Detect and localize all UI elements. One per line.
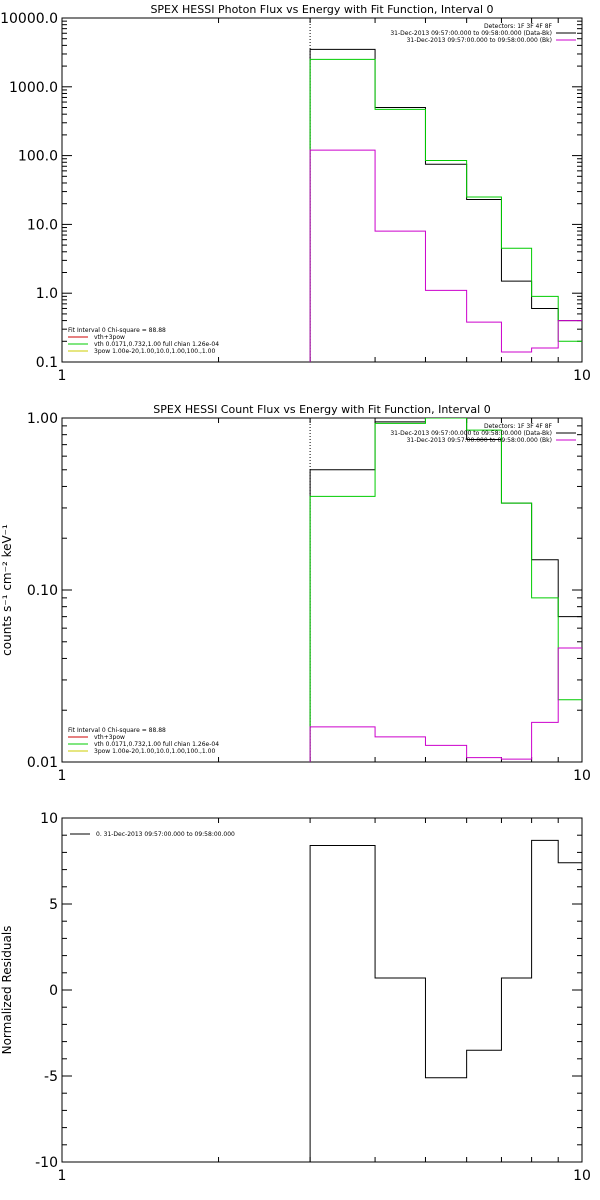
series-group [309,839,582,1162]
y-tick-label: 10.0 [27,217,58,233]
y-axis: 0.01 0.10 1.00 [27,411,582,771]
chart-title: SPEX HESSI Photon Flux vs Energy with Fi… [150,3,493,16]
legend-bottom-left: Fit Interval 0 Chi-square = 88.88vth+3po… [68,727,219,755]
legend-text: 31-Dec-2013 09:57:00.000 to 09:58:00.000… [390,30,552,37]
series-line-2 [309,58,582,362]
legend-text: vth 0.0171,0.732,1.00 full chian 1.26e-0… [94,341,219,348]
legend-text: 31-Dec-2013 09:57:00.000 to 09:58:00.000… [407,437,552,444]
x-tick-label: 1 [58,1168,67,1184]
x-tick-label: 1 [58,368,67,384]
series-group [309,418,582,762]
y-axis-label: counts s⁻¹ cm⁻² keV⁻¹ [0,524,14,656]
y-tick-label: 0 [49,983,58,999]
x-tick-label: 10 [573,1168,591,1184]
y-tick-label: -10 [35,1155,58,1171]
x-tick-label: 1 [58,768,67,784]
y-tick-label: 10000.0 [0,11,58,27]
y-tick-label: 1.00 [27,411,58,427]
plot-frame [61,17,583,363]
legend-text: vth 0.0171,0.732,1.00 full chian 1.26e-0… [94,741,219,748]
series-line-3 [309,647,582,762]
legend-text: Detectors: 1F 3F 4F 8F [484,423,553,430]
series-line-1 [309,418,582,762]
y-tick-label: 5 [49,897,58,913]
y-tick-label: 1.0 [36,286,58,302]
legend-top-left: 0. 31-Dec-2013 09:57:00.000 to 09:58:00.… [70,831,235,838]
legend-text: 0. 31-Dec-2013 09:57:00.000 to 09:58:00.… [96,831,235,838]
series-line-2 [309,418,582,762]
y-axis-label: Normalized Residuals [0,926,14,1055]
legend-text: Detectors: 1F 3F 4F 8F [484,23,553,30]
series-line-1 [309,839,582,1162]
series-group [309,48,582,362]
y-axis: -10 -5 0 5 10 [35,811,582,1171]
chart-title: SPEX HESSI Count Flux vs Energy with Fit… [153,403,490,416]
panel-1: SPEX HESSI Photon Flux vs Energy with Fi… [0,3,591,384]
y-tick-label: 0.01 [27,755,58,771]
legend-text: 31-Dec-2013 09:57:00.000 to 09:58:00.000… [390,430,552,437]
y-tick-label: 100.0 [18,149,58,165]
plot-frame [61,817,583,1163]
legend-text: 31-Dec-2013 09:57:00.000 to 09:58:00.000… [407,37,552,44]
y-tick-label: 10 [40,811,58,827]
panel-3: Normalized Residuals 1 10 -10 -5 0 5 10 0. 31-De… [0,811,591,1184]
legend-text: Fit Interval 0 Chi-square = 88.88 [68,727,166,734]
y-tick-label: 1000.0 [9,80,58,96]
y-tick-label: -5 [44,1069,58,1085]
legend-text: vth+3pow [94,734,125,741]
y-tick-label: 0.1 [36,355,58,371]
y-tick-label: 0.10 [27,583,58,599]
legend-text: vth+3pow [94,334,125,341]
series-line-1 [309,48,582,362]
legend-bottom-left: Fit Interval 0 Chi-square = 88.88vth+3po… [68,327,219,355]
x-tick-label: 10 [573,368,591,384]
legend-text: 3pow 1.00e-20,1.00,10.0,1.00,100.,1.00 [94,748,215,755]
legend-text: 3pow 1.00e-20,1.00,10.0,1.00,100.,1.00 [94,348,215,355]
x-tick-label: 10 [573,768,591,784]
x-axis: 1 10 [58,818,591,1184]
panel-2: SPEX HESSI Count Flux vs Energy with Fit… [0,403,591,784]
series-line-3 [309,149,582,362]
legend-text: Fit Interval 0 Chi-square = 88.88 [68,327,166,334]
y-axis: 0.1 1.0 10.0 100.0 1000.0 10000.0 [0,11,582,371]
